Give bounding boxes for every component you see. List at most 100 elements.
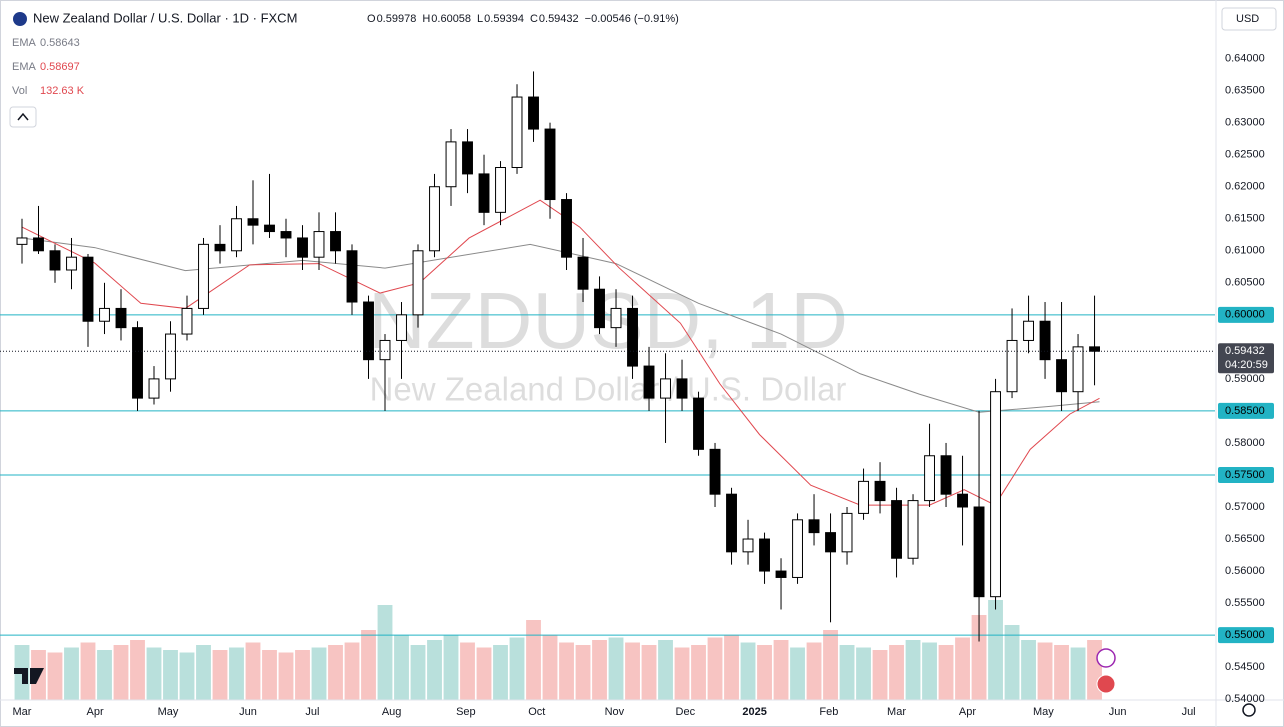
symbol-flag [13, 12, 27, 26]
candle-body [66, 256, 77, 271]
currency[interactable]: USD [1236, 13, 1259, 25]
candle-body [1023, 320, 1034, 341]
x-tick-label: Jun [1109, 706, 1127, 718]
candle-body [907, 500, 919, 559]
candle-body [759, 538, 770, 572]
indicator-value: 0.58697 [40, 61, 80, 73]
indicator-value: 132.63 K [40, 85, 85, 97]
candle-body [1039, 320, 1051, 361]
candle-body [676, 378, 688, 399]
x-tick-label: Jul [305, 706, 319, 718]
volume-bar [905, 640, 921, 700]
y-tick-label: 0.54500 [1225, 661, 1265, 673]
plot-area: NZDUSD, 1D New Zealand Dollar / U.S. Doll… [0, 71, 1215, 700]
volume-bar [245, 642, 261, 700]
volume-bar [674, 647, 690, 700]
volume-bar [361, 630, 376, 700]
volume-bar [707, 637, 723, 700]
level-tag-label: 0.57500 [1225, 469, 1265, 481]
volume-bar [377, 605, 393, 700]
candle-body [16, 237, 28, 245]
candle-body [313, 231, 325, 258]
level-tag [1218, 306, 1274, 323]
x-tick-label: Mar [887, 706, 906, 718]
candle-body [99, 307, 110, 322]
volume-bar [460, 642, 475, 700]
level-tag-label: 0.55000 [1225, 629, 1265, 641]
x-tick-label: Mar [13, 706, 32, 718]
event-flag[interactable] [1096, 674, 1116, 694]
volume-bar [1037, 642, 1053, 700]
candle-body [610, 307, 622, 329]
y-tick-label: 0.54000 [1225, 693, 1265, 705]
y-tick-label: 0.62500 [1225, 149, 1265, 161]
volume-bar [229, 647, 244, 700]
candle-body [115, 307, 127, 329]
volume-bar [509, 637, 525, 700]
candle-body [709, 448, 721, 495]
ohlc-value: 0.60058 [431, 13, 471, 25]
x-tick-label: Aug [382, 706, 402, 718]
currency-button[interactable] [1221, 7, 1277, 31]
candle-body [165, 333, 176, 380]
ohlc-value: 0.59394 [484, 13, 524, 25]
candle-body [49, 250, 61, 271]
volume-bar [443, 635, 459, 700]
candle-body [775, 570, 787, 578]
last-price-tag [1218, 343, 1274, 374]
candle-body [396, 314, 407, 341]
candle-body [363, 301, 374, 361]
watermark-symbol: NZDUSD, 1D [368, 276, 848, 365]
volume-bar [262, 650, 277, 700]
volume-bar [592, 640, 607, 700]
volume-bar [394, 635, 409, 700]
candle-body [957, 493, 968, 508]
volume-bar [724, 635, 739, 700]
candle-body [280, 231, 292, 239]
candle-body [1072, 346, 1084, 393]
candle-body [792, 519, 803, 578]
candle-body [495, 167, 506, 213]
candle-body [478, 173, 490, 213]
y-tick-label: 0.63500 [1225, 85, 1265, 97]
settings-icon[interactable] [1242, 703, 1256, 717]
candle-body [132, 327, 143, 399]
candle-body [1056, 359, 1067, 393]
volume-bar [971, 615, 987, 700]
indicator-value: 0.58643 [40, 37, 80, 49]
y-tick-label: 0.56000 [1225, 565, 1265, 577]
candle-body [231, 218, 242, 252]
candle-body [330, 231, 341, 252]
x-tick-label: 2025 [742, 706, 766, 718]
level-tag [1218, 402, 1274, 419]
volume-bar [625, 642, 640, 700]
ohlc-key: L [477, 13, 483, 25]
volume-bar [608, 637, 624, 700]
x-tick-label: Apr [959, 706, 976, 718]
x-tick-label: May [158, 706, 179, 718]
candle-body [990, 391, 1001, 598]
volume-bar [278, 652, 294, 700]
volume-bar [1070, 647, 1086, 700]
candle-body [808, 519, 820, 534]
volume-bar [823, 630, 838, 700]
volume-bar [658, 640, 673, 700]
candle-body [627, 307, 638, 367]
volume-bar [47, 652, 63, 700]
x-tick-label: Jun [239, 706, 257, 718]
candle-body [198, 243, 209, 309]
volume-bar [922, 642, 937, 700]
candle-body [594, 288, 605, 329]
volume-bar [1054, 645, 1069, 700]
y-tick-label: 0.57000 [1225, 501, 1265, 513]
candle-body [940, 455, 952, 495]
collapse-button[interactable] [9, 106, 37, 128]
volume-bar [130, 640, 145, 700]
candle-body [924, 455, 935, 502]
candle-body [247, 218, 259, 226]
candle-body [412, 250, 424, 316]
candle-body [379, 339, 391, 361]
event-icon[interactable] [1096, 648, 1116, 668]
y-tick-label: 0.61000 [1225, 245, 1265, 257]
